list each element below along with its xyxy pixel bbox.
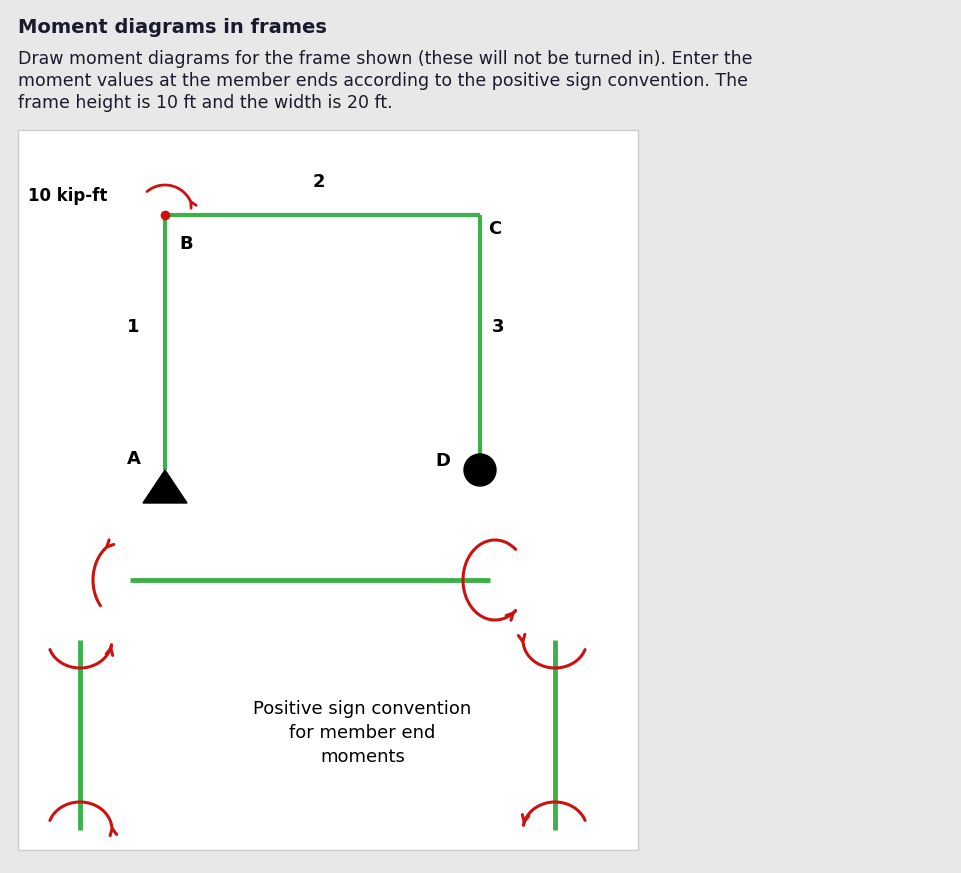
Text: 3: 3 <box>492 319 505 336</box>
Text: Positive sign convention: Positive sign convention <box>254 700 472 718</box>
Text: frame height is 10 ft and the width is 20 ft.: frame height is 10 ft and the width is 2… <box>18 94 393 112</box>
Circle shape <box>464 454 496 486</box>
FancyBboxPatch shape <box>18 130 638 850</box>
Text: Draw moment diagrams for the frame shown (these will not be turned in). Enter th: Draw moment diagrams for the frame shown… <box>18 50 752 68</box>
Text: 10 kip-ft: 10 kip-ft <box>28 187 108 205</box>
Polygon shape <box>143 470 187 503</box>
Text: Moment diagrams in frames: Moment diagrams in frames <box>18 18 327 37</box>
Text: 2: 2 <box>312 173 325 191</box>
Text: B: B <box>179 235 192 253</box>
Text: A: A <box>127 450 141 468</box>
Text: for member end: for member end <box>289 724 435 742</box>
Text: moment values at the member ends according to the positive sign convention. The: moment values at the member ends accordi… <box>18 72 748 90</box>
Text: moments: moments <box>320 748 405 766</box>
Text: D: D <box>435 452 450 470</box>
Text: 1: 1 <box>127 319 139 336</box>
Text: C: C <box>488 220 502 238</box>
